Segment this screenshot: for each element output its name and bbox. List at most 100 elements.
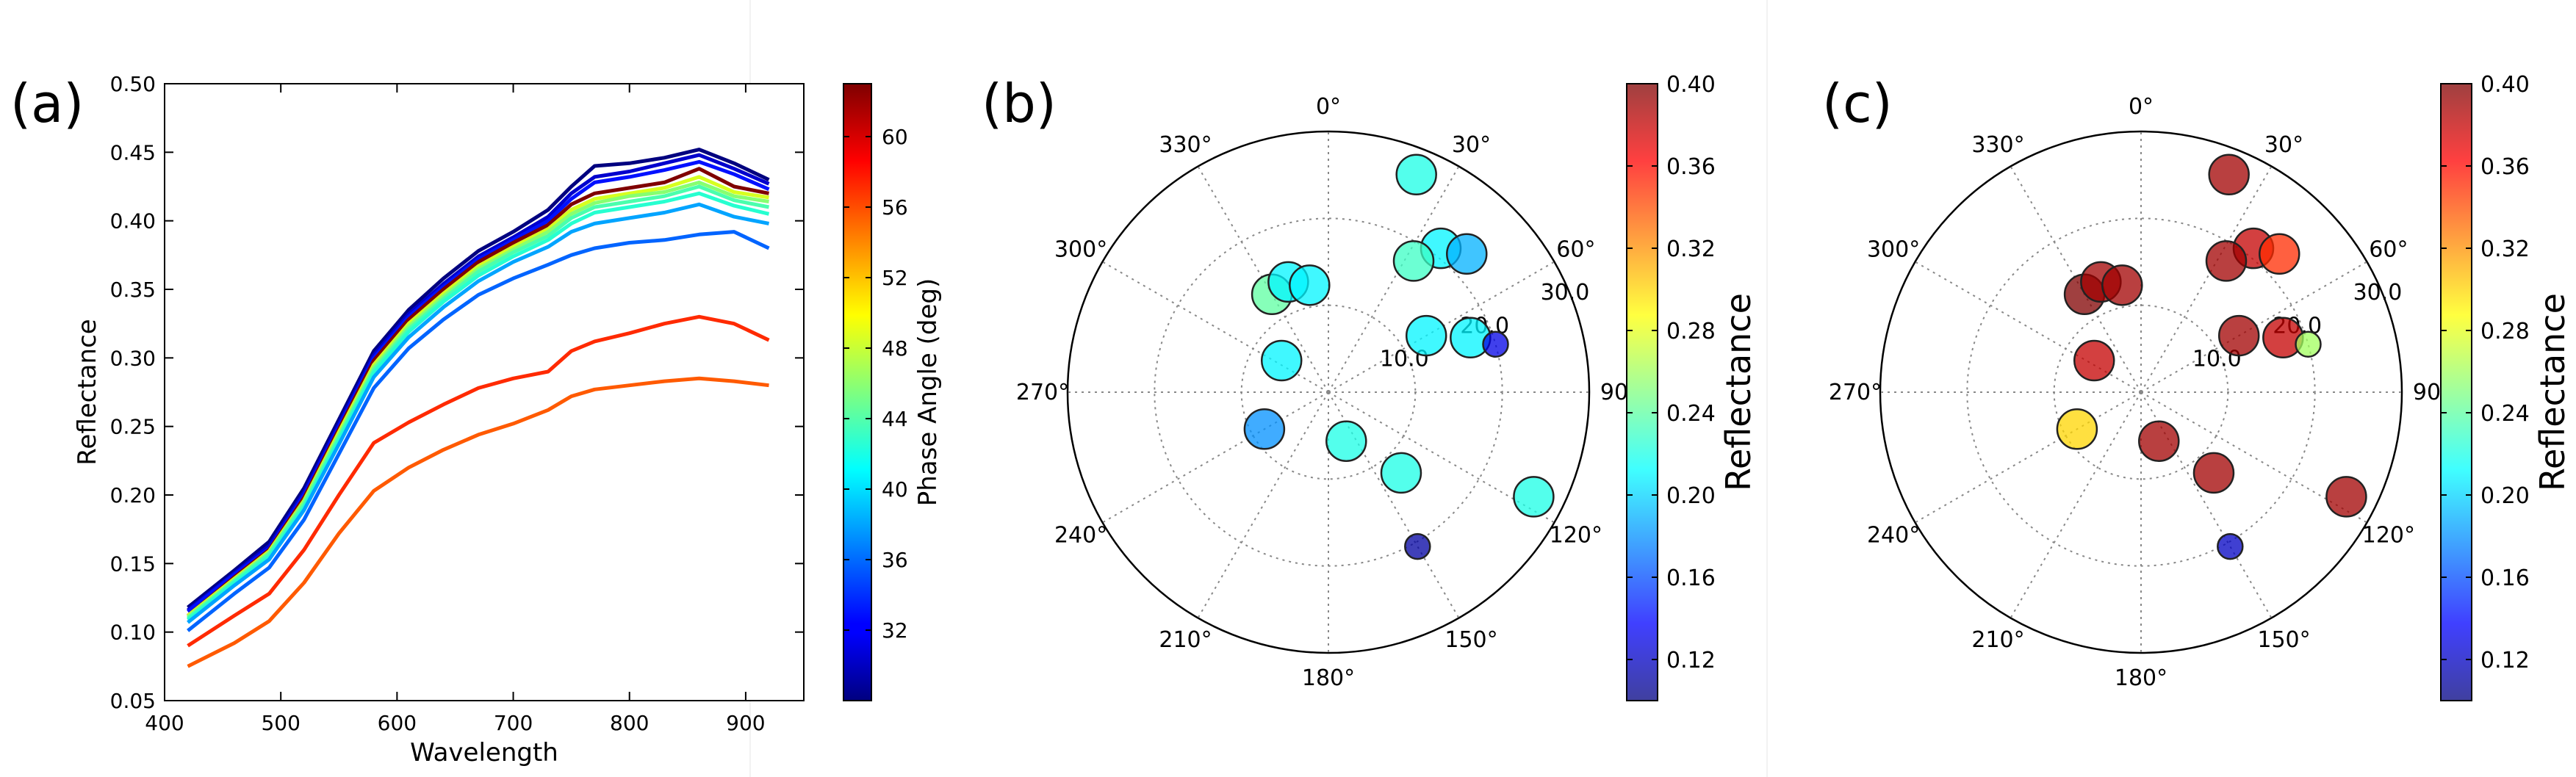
scatter-point [1404,532,1431,560]
colorbar-ticks: 0.12 0.16 0.20 0.24 0.28 0.32 0.36 0.40 [1627,72,1716,673]
colorbar [2440,83,2472,701]
angle-label: 120° [2362,523,2415,549]
scatter-point [1405,314,1447,357]
angle-label: 30° [2264,132,2303,158]
colorbar-tick-label: 56 [882,195,908,220]
colorbar-tick-label: 60 [882,125,908,149]
colorbar-ticks: 0.12 0.16 0.20 0.24 0.28 0.32 0.36 0.40 [2441,72,2530,673]
y-tick-label: 0.35 [110,278,156,302]
angle-label: 330° [1159,132,1212,158]
scatter-point [1260,339,1303,382]
colorbar-tick-label: 40 [882,477,908,502]
x-axis: 400 500 600 700 800 900 [145,84,766,735]
scatter-point [2325,476,2367,518]
scatter-point [2101,264,2143,306]
polar-scatter-c: 0° 30° 60° 90 120° 150° 180° 210° 240° 270° 300° 33… [1829,72,2572,701]
colorbar-tick-label: 0.24 [1666,401,1716,427]
y-axis: 0.05 0.10 0.15 0.20 0.25 0.30 0.35 0.40 0.45 0.50 [110,72,804,713]
colorbar-tick-label: 0.28 [2480,319,2530,344]
angle-label: 30° [1452,132,1491,158]
scatter-point [1243,408,1286,450]
angle-label: 270° [1829,380,1882,405]
colorbar-ticks: 32 36 40 44 48 52 56 60 [843,125,908,643]
panel-label-b: (b) [982,73,1057,134]
colorbar-tick-label: 0.32 [2480,236,2530,262]
x-tick-label: 800 [610,711,649,735]
scatter-point [1325,420,1367,462]
angle-label: 0° [1316,94,1341,120]
series-line-57 [187,376,769,668]
line-chart: 0.05 0.10 0.15 0.20 0.25 0.30 0.35 0.40 0.45 0.50… [73,72,943,767]
scatter-point [2073,339,2115,382]
angle-label: 60° [2369,237,2408,263]
x-axis-label: Wavelength [410,738,558,767]
y-tick-label: 0.45 [110,140,156,165]
x-tick-label: 400 [145,711,184,735]
colorbar-tick-label: 0.20 [1666,483,1716,509]
scatter-point [1446,233,1488,275]
panel-label-a: (a) [10,73,84,134]
x-tick-label: 900 [726,711,765,735]
colorbar-tick-label: 0.36 [1666,154,1716,180]
y-tick-label: 0.15 [110,552,156,576]
y-tick-label: 0.40 [110,209,156,234]
radial-label: 30.0 [1541,280,1590,306]
y-tick-label: 0.30 [110,346,156,370]
angle-label: 300° [1867,237,1920,263]
scatter-point [1380,452,1422,494]
scatter-point [2217,314,2260,357]
angle-label: 210° [1971,627,2024,653]
colorbar-label: Reflectance [2533,293,2572,491]
plot-frame [164,83,805,701]
colorbar-tick-label: 0.24 [2480,401,2530,427]
colorbar-tick-label: 44 [882,407,908,431]
scatter-point [1395,153,1437,196]
colorbar-tick-label: 0.36 [2480,154,2530,180]
series-line-36 [187,230,770,632]
angle-label: 180° [1302,665,1355,691]
angle-label: 150° [1444,627,1497,653]
y-axis-label: Reflectance [73,319,102,465]
scatter-points [2056,153,2367,560]
colorbar-tick-label: 36 [882,548,908,572]
colorbar-tick-label: 0.32 [1666,236,1716,262]
angle-label: 240° [1867,523,1920,549]
colorbar-tick-label: 0.20 [2480,483,2530,509]
radial-label: 30.0 [2353,280,2403,306]
polar-grid: 0° 30° 60° 90 120° 150° 180° 210° 240° 270° 300° 33… [1829,94,2441,691]
colorbar-tick-label: 32 [882,618,908,643]
colorbar-tick-label: 0.16 [2480,565,2530,591]
scatter-point [1513,476,1555,518]
scatter-point [2192,452,2235,494]
colorbar-tick-label: 52 [882,266,908,290]
angle-label: 180° [2115,665,2167,691]
angle-label: 0° [2129,94,2154,120]
colorbar-label: Reflectance [1719,293,1758,491]
x-tick-label: 500 [261,711,300,735]
scatter-point [2056,408,2098,450]
colorbar-tick-label: 0.28 [1666,319,1716,344]
scatter-point [2208,153,2250,196]
angle-label: 60° [1556,237,1595,263]
polar-grid: 0° 30° 60° 90 120° 150° 180° 210° 240° 270° 300° 33… [1016,94,1628,691]
y-tick-label: 0.10 [110,621,156,645]
colorbar-label: Phase Angle (deg) [913,278,943,507]
angle-label: 330° [1971,132,2024,158]
panel-label-c: (c) [1822,73,1893,134]
scatter-point [2205,240,2248,282]
colorbar-tick-label: 0.40 [1666,72,1716,98]
angle-label: 210° [1159,627,1212,653]
series-line-38 [187,202,769,624]
angle-label: 270° [1016,380,1069,405]
series-line-29 [187,148,770,610]
angle-label: 150° [2257,627,2310,653]
angle-label: 300° [1054,237,1107,263]
scatter-point [2138,420,2180,462]
scatter-point [2295,330,2322,358]
x-tick-label: 700 [494,711,533,735]
angle-label: 90 [1600,380,1628,405]
scatter-point [1289,264,1331,306]
colorbar-tick-label: 0.16 [1666,565,1716,591]
scatter-point [2217,532,2244,560]
